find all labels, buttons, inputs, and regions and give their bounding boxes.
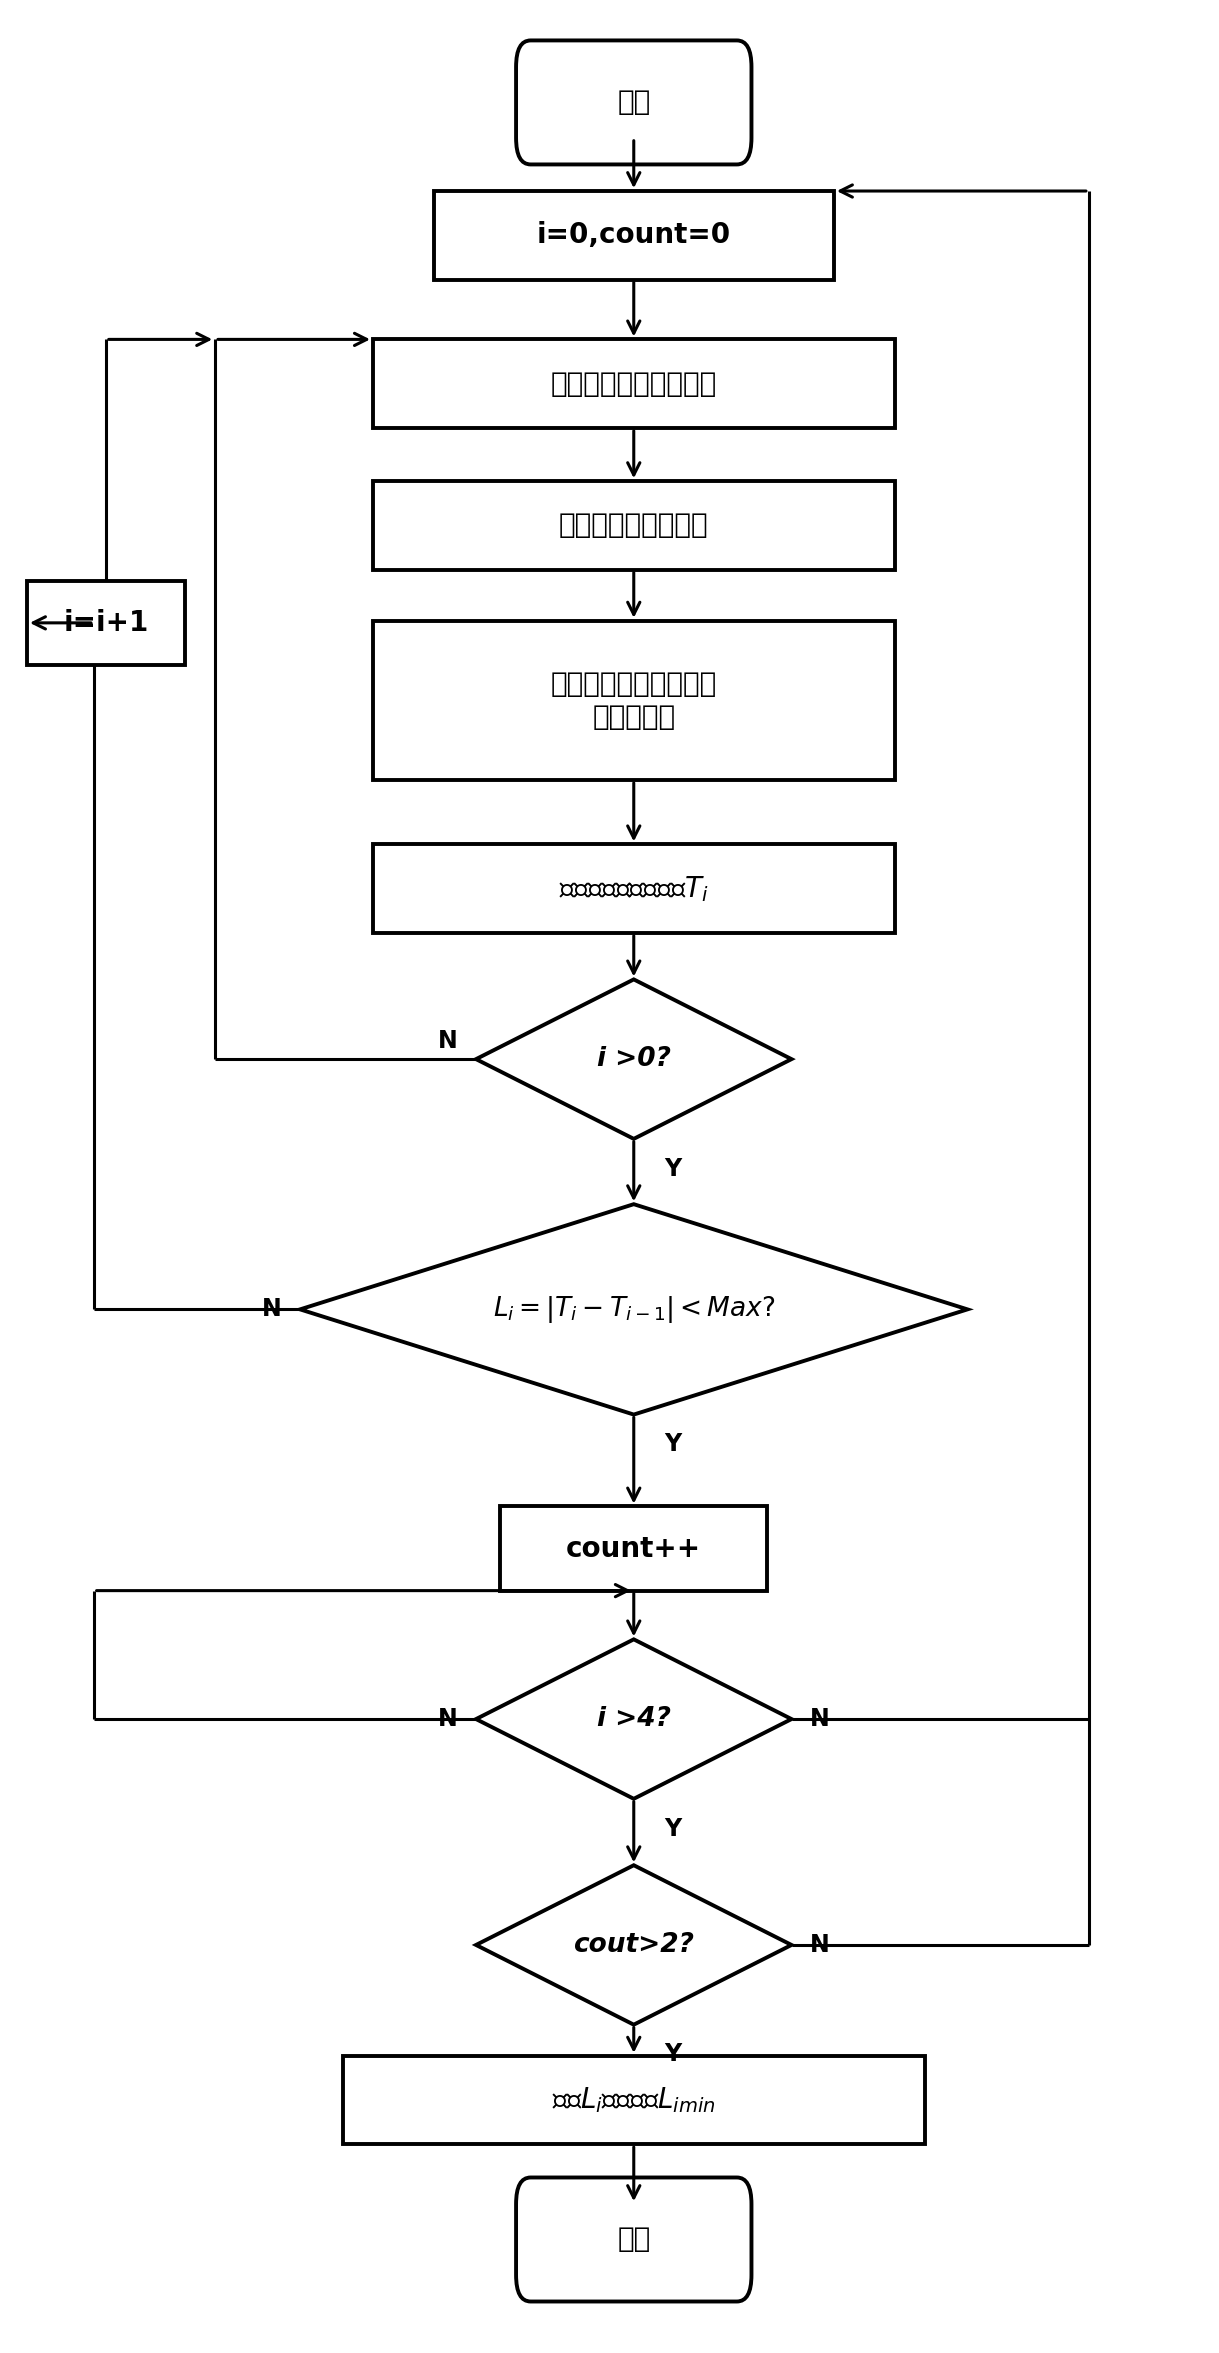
Polygon shape	[477, 979, 791, 1139]
Text: N: N	[262, 1297, 282, 1322]
Text: N: N	[438, 1706, 458, 1732]
Text: i=i+1: i=i+1	[63, 609, 149, 638]
Text: i >4?: i >4?	[597, 1706, 670, 1732]
Polygon shape	[477, 1640, 791, 1798]
Text: 捕捉回波第一次高电平: 捕捉回波第一次高电平	[551, 369, 717, 398]
Text: count++: count++	[566, 1534, 701, 1562]
Text: $L_i=|T_i-T_{i-1}|<Max?$: $L_i=|T_i-T_{i-1}|<Max?$	[492, 1294, 775, 1325]
Text: 结束: 结束	[617, 2226, 651, 2254]
Text: 开定时器，准备测距: 开定时器，准备测距	[560, 511, 708, 539]
Polygon shape	[300, 1205, 968, 1414]
FancyBboxPatch shape	[516, 2177, 751, 2301]
Text: cout>2?: cout>2?	[573, 1932, 694, 1958]
Text: N: N	[809, 1706, 829, 1732]
Text: 延时，等待捕捉第二次
回波高电平: 延时，等待捕捉第二次 回波高电平	[551, 671, 717, 729]
Text: Y: Y	[664, 2042, 681, 2066]
Text: 关定时器，记录数据$T_i$: 关定时器，记录数据$T_i$	[558, 873, 708, 904]
Bar	[27, 581, 185, 666]
Bar	[434, 191, 834, 280]
Text: Y: Y	[664, 1817, 681, 1840]
Bar	[373, 845, 895, 932]
Bar	[373, 621, 895, 781]
Text: N: N	[809, 1932, 829, 1958]
Text: i=0,count=0: i=0,count=0	[536, 221, 731, 249]
Text: N: N	[438, 1028, 458, 1054]
Text: 求出$L_i$中最小值$L_{imin}$: 求出$L_i$中最小值$L_{imin}$	[552, 2085, 716, 2115]
Text: Y: Y	[664, 1433, 681, 1457]
Polygon shape	[477, 1866, 791, 2024]
FancyBboxPatch shape	[516, 40, 751, 165]
Text: 开始: 开始	[617, 89, 651, 115]
Bar	[500, 1506, 767, 1591]
Bar	[373, 339, 895, 428]
Bar	[343, 2057, 925, 2144]
Bar	[373, 480, 895, 569]
Text: Y: Y	[664, 1158, 681, 1181]
Text: i >0?: i >0?	[597, 1047, 670, 1073]
